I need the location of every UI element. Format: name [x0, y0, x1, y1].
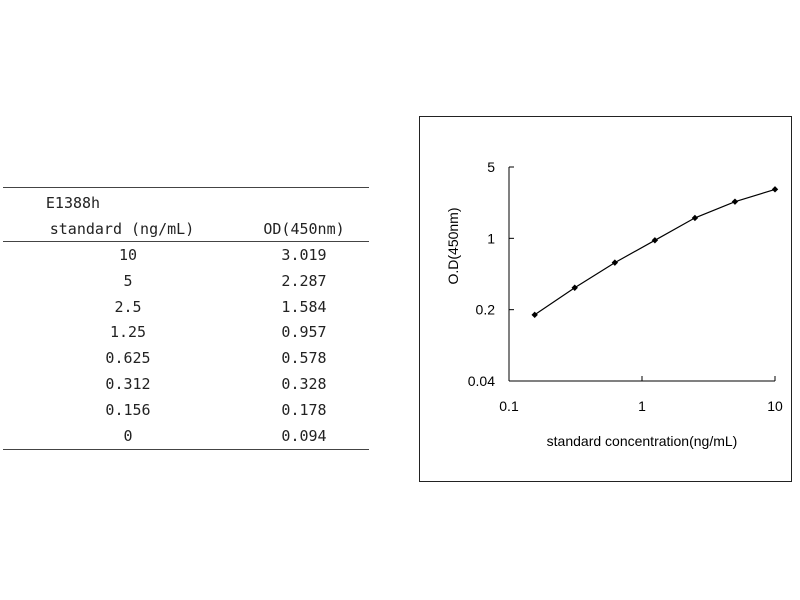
table-cell-standard: 0.625 [105, 349, 151, 368]
table-header-sample-id: E1388h [45, 194, 101, 212]
x-tick-labels: 0.1 1 10 [499, 398, 783, 414]
table-header-od: OD(450nm) [263, 220, 345, 238]
y-tick-label: 1 [487, 230, 495, 246]
series-markers [531, 186, 779, 319]
table-cell-standard: 0 [123, 426, 133, 445]
table-cell-od: 0.328 [281, 375, 327, 393]
data-point-marker [691, 214, 699, 222]
series-line [534, 188, 776, 316]
x-axis-label: standard concentration(ng/mL) [547, 433, 738, 449]
table-cell-od: 2.287 [281, 271, 327, 290]
table-cell-od: 0.178 [281, 400, 327, 419]
data-point-marker [771, 186, 779, 193]
data-point-marker [651, 237, 659, 244]
data-point-marker [731, 198, 739, 205]
chart-frame: 0.04 0.2 1 5 0.1 1 10 standard concentration(… [419, 116, 792, 482]
table-cell-standard: 0.156 [105, 400, 151, 419]
table-top-rule [3, 187, 369, 188]
data-point-marker [571, 284, 578, 291]
table-cell-od: 1.584 [281, 297, 327, 316]
table-cell-standard: 2.5 [114, 297, 142, 316]
x-tick-label: 1 [638, 398, 646, 414]
x-tick-label: 0.1 [499, 398, 519, 414]
table-bottom-rule [3, 449, 369, 450]
y-tick-labels: 0.04 0.2 1 5 [468, 159, 495, 389]
y-tick-label: 5 [487, 159, 495, 175]
axis-ticks [508, 166, 776, 382]
x-tick-label: 10 [767, 398, 783, 414]
table-cell-od: 0.957 [281, 323, 327, 342]
table-header-rule [3, 241, 369, 242]
y-axis-label: O.D(450nm) [445, 207, 461, 284]
table-header-standard: standard (ng/mL) [49, 220, 195, 238]
y-tick-label: 0.04 [468, 373, 495, 389]
table-cell-standard: 1.25 [109, 323, 147, 342]
y-tick-label: 0.2 [476, 302, 496, 318]
table-cell-standard: 10 [118, 246, 138, 264]
table-cell-standard: 5 [123, 271, 133, 290]
table-cell-od: 3.019 [281, 246, 327, 264]
table-cell-standard: 0.312 [105, 375, 151, 393]
data-point-marker [611, 259, 619, 266]
table-cell-od: 0.578 [281, 349, 327, 368]
table-cell-od: 0.094 [281, 426, 327, 445]
od-standard-curve-chart: 0.04 0.2 1 5 0.1 1 10 standard concentration(… [445, 159, 783, 449]
